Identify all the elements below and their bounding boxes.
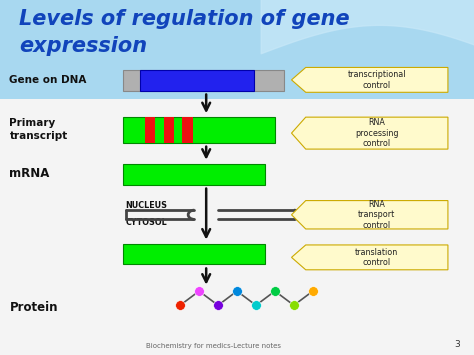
Bar	[123, 117, 275, 143]
Polygon shape	[292, 245, 448, 270]
Text: Primary
transcript: Primary transcript	[9, 118, 68, 141]
Text: transcriptional
control: transcriptional control	[347, 70, 406, 89]
Text: translation
control: translation control	[355, 248, 399, 267]
Bar	[164, 117, 174, 143]
Bar	[0, 0, 474, 99]
Bar	[123, 244, 265, 264]
Text: mRNA: mRNA	[9, 168, 50, 180]
Bar	[123, 164, 265, 185]
Polygon shape	[292, 67, 448, 92]
Bar	[145, 117, 155, 143]
Bar	[182, 117, 193, 143]
Text: Protein: Protein	[9, 301, 58, 313]
Bar	[123, 70, 284, 91]
Text: 3: 3	[454, 340, 460, 349]
Bar	[140, 70, 254, 91]
Text: Levels of regulation of gene: Levels of regulation of gene	[19, 9, 350, 29]
Polygon shape	[292, 117, 448, 149]
Bar	[0, 99, 474, 355]
Text: RNA
transport
control: RNA transport control	[358, 200, 395, 230]
Text: expression: expression	[19, 36, 147, 55]
Text: CYTOSOL: CYTOSOL	[126, 218, 167, 227]
Text: Gene on DNA: Gene on DNA	[9, 75, 87, 85]
Text: NUCLEUS: NUCLEUS	[126, 201, 168, 211]
Polygon shape	[292, 201, 448, 229]
Text: RNA
processing
control: RNA processing control	[355, 118, 399, 148]
Text: Biochemistry for medics-Lecture notes: Biochemistry for medics-Lecture notes	[146, 343, 281, 349]
